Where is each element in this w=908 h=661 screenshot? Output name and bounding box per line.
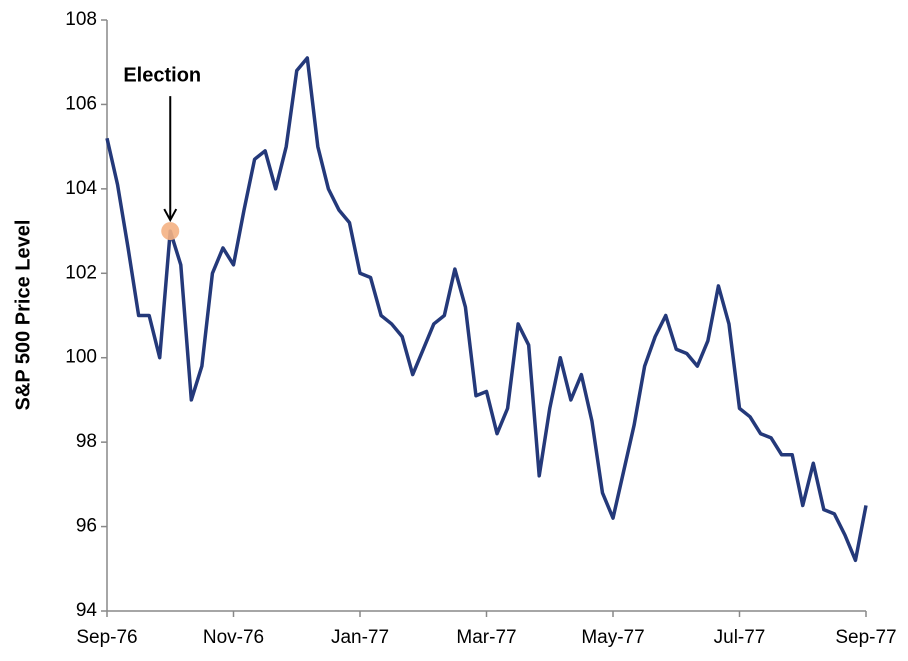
annotation: Election [123,64,201,86]
y-tick-label: 96 [76,516,97,537]
x-tick-label: Sep-77 [835,627,896,648]
y-axis-label: S&P 500 Price Level [12,220,34,411]
y-tick-label: 104 [65,178,97,199]
y-tick-label: 100 [65,347,97,368]
y-tick-label: 98 [76,431,97,452]
x-tick-label: Mar-77 [456,627,516,648]
annotation-arrowhead [163,208,178,223]
line [105,56,868,563]
highlight-point [161,222,180,241]
x-tick-label: May-77 [581,627,644,648]
x-tick-label: Jul-77 [714,627,766,648]
x-tick-label: Nov-76 [203,627,264,648]
y-tick-label: 108 [65,9,97,30]
y-tick-label: 94 [76,600,98,621]
x-tick-label: Jan-77 [331,627,389,648]
x-tick-label: Sep-76 [76,627,137,648]
y-tick-label: 102 [65,262,97,283]
y-tick-label: 106 [65,93,97,114]
